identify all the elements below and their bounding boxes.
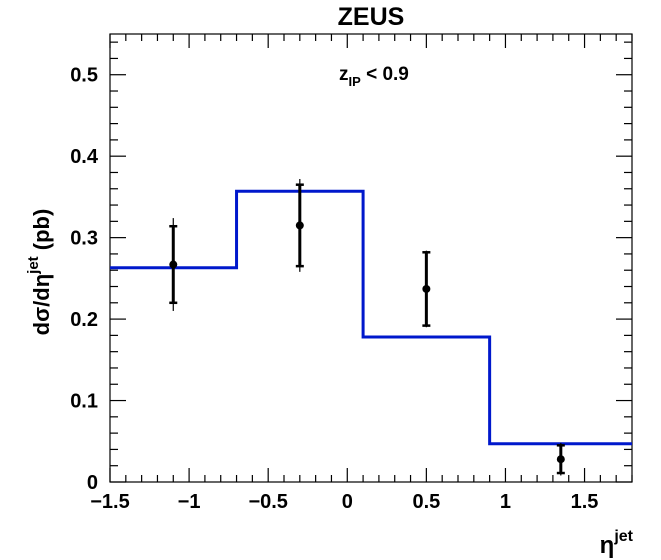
data-point-group: [422, 250, 431, 328]
y-axis-label-main: dσ/dη: [29, 274, 54, 335]
y-axis-label: dσ/dηjet (pb): [25, 209, 54, 336]
y-axis-ticks: 0 0.1 0.2 0.3 0.4 0.5: [70, 41, 632, 494]
data-point: [556, 455, 565, 464]
data-point-group: [556, 442, 565, 476]
y-axis-label-sup: jet: [25, 256, 42, 275]
data-point: [422, 284, 431, 293]
svg-text:ηjet: ηjet: [600, 528, 634, 559]
y-axis-label-unit: (pb): [29, 209, 54, 257]
annotation: zIP < 0.9: [339, 64, 409, 89]
y-tick-label: 0: [87, 472, 98, 494]
y-tick-label: 0.4: [70, 146, 99, 168]
x-tick-label: 1.5: [571, 491, 599, 513]
data-point: [295, 221, 304, 230]
annotation-sub: IP: [349, 74, 362, 89]
x-axis-label-sup: jet: [613, 528, 633, 545]
x-axis-label: ηjet: [600, 528, 634, 559]
x-tick-label: 0.5: [412, 491, 440, 513]
svg-text:dσ/dηjet (pb): dσ/dηjet (pb): [25, 209, 54, 336]
x-axis-ticks: −1.5 −1 −0.5 0 0.5 1 1.5: [90, 34, 633, 513]
data-point-group: [169, 218, 178, 311]
x-tick-label: −1: [178, 491, 201, 513]
plot-frame: [109, 33, 633, 483]
x-axis-label-main: η: [600, 532, 615, 559]
y-tick-label: 0.1: [70, 391, 98, 413]
histogram-line: [110, 189, 632, 446]
series-layer: [110, 178, 632, 476]
data-point-group: [295, 178, 304, 272]
annotation-rest: < 0.9: [361, 64, 409, 85]
x-tick-label: −0.5: [248, 491, 287, 513]
chart-title: ZEUS: [338, 3, 405, 31]
svg-text:zIP < 0.9: zIP < 0.9: [339, 64, 409, 89]
data-point: [169, 260, 178, 269]
annotation-main: z: [339, 64, 349, 85]
x-tick-label: −1.5: [90, 491, 129, 513]
x-tick-label: 1: [500, 491, 511, 513]
y-tick-label: 0.5: [70, 65, 98, 87]
y-tick-label: 0.2: [70, 309, 98, 331]
y-tick-label: 0.3: [70, 228, 98, 250]
x-tick-label: 0: [342, 491, 353, 513]
